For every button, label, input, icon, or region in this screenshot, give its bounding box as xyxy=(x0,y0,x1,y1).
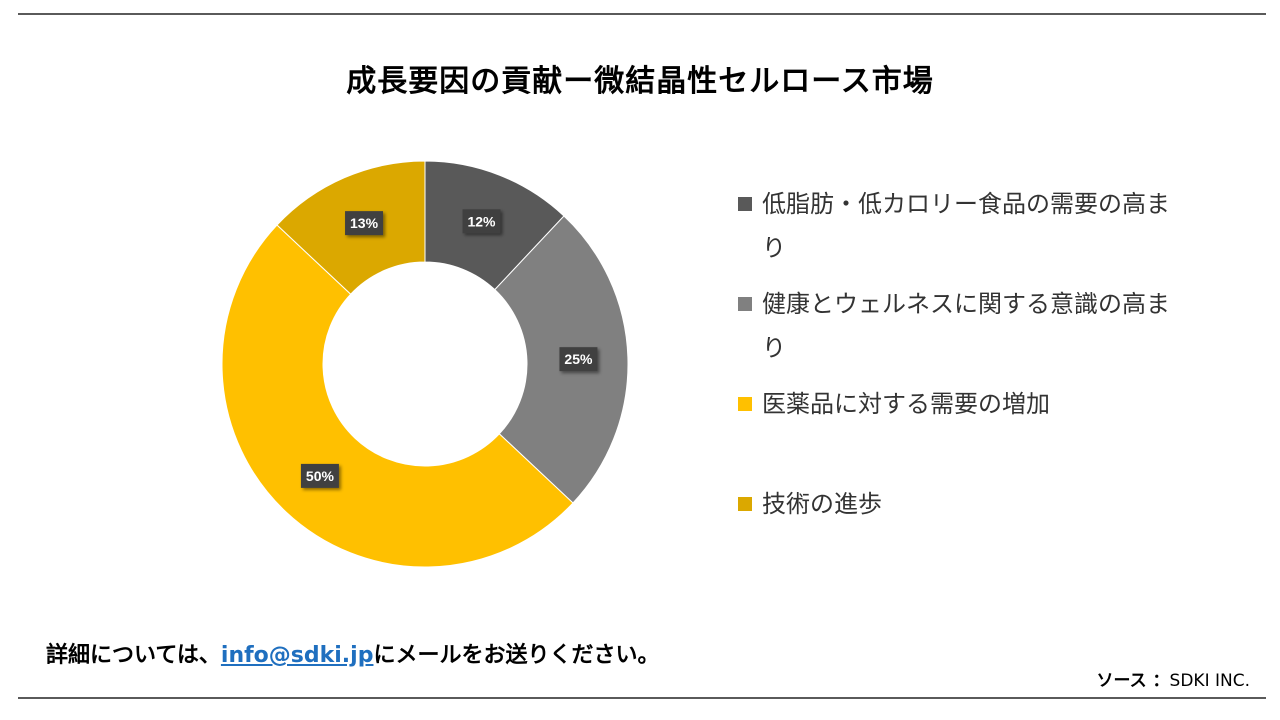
legend-item-pharma-demand: 医薬品に対する需要の増加 xyxy=(738,382,1172,426)
source-credit: ソース ：SDKI INC. xyxy=(1096,666,1250,691)
legend-item-health-awareness: 健康とウェルネスに関する意識の高まり xyxy=(738,282,1172,370)
data-label-box xyxy=(559,347,598,372)
legend-swatch xyxy=(738,497,752,511)
legend-label: 医薬品に対する需要の増加 xyxy=(762,390,1050,418)
contact-note-prefix: 詳細については、 xyxy=(46,643,221,668)
legend-label: 健康とウェルネスに関する意識の高まり xyxy=(762,290,1170,362)
data-label-box xyxy=(462,209,501,234)
contact-note: 詳細については、info@sdki.jpにメールをお送りください。 xyxy=(46,637,659,669)
legend-item-low-fat-demand: 低脂肪・低カロリー食品の需要の高まり xyxy=(738,182,1172,270)
legend-swatch xyxy=(738,297,752,311)
data-label-text: 50% xyxy=(306,468,335,484)
data-label-text: 13% xyxy=(350,215,379,231)
top-divider xyxy=(18,13,1266,15)
bottom-divider xyxy=(18,697,1266,699)
legend-label: 技術の進歩 xyxy=(762,490,882,518)
email-link[interactable]: info@sdki.jp xyxy=(220,643,374,668)
data-label: 12% xyxy=(462,209,501,234)
legend-swatch xyxy=(738,197,752,211)
contact-note-suffix: にメールをお送りください。 xyxy=(373,643,660,668)
legend-label: 低脂肪・低カロリー食品の需要の高まり xyxy=(762,190,1170,262)
source-label: ソース ： xyxy=(1096,671,1170,691)
data-label: 25% xyxy=(559,347,598,372)
data-label: 13% xyxy=(345,211,384,236)
chart-title: 成長要因の貢献ー微結晶性セルロース市場 xyxy=(346,64,934,99)
legend-item-tech-progress: 技術の進歩 xyxy=(738,482,1172,526)
data-label: 50% xyxy=(300,463,339,488)
legend-swatch xyxy=(738,397,752,411)
data-label-text: 25% xyxy=(564,351,593,367)
source-value: SDKI INC. xyxy=(1169,671,1250,691)
data-label-box xyxy=(345,211,384,236)
data-label-text: 12% xyxy=(467,213,496,229)
data-label-box xyxy=(300,463,339,488)
